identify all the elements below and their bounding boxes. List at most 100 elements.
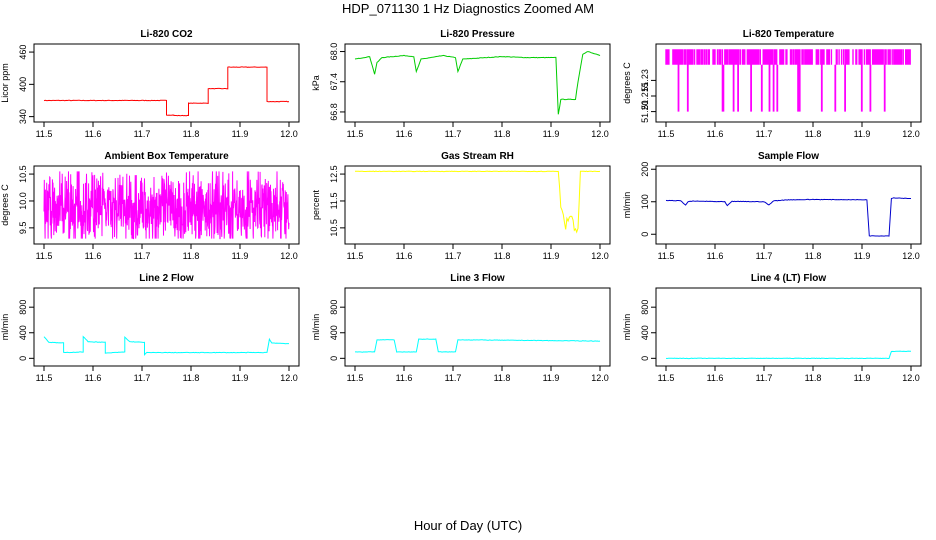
- series-line: [665, 49, 911, 112]
- y-tick-label: 460: [18, 45, 28, 60]
- x-tick-label: 11.9: [854, 129, 871, 139]
- y-tick-label: 100: [640, 194, 650, 209]
- x-tick-label: 11.9: [232, 251, 249, 261]
- chart-panel: Li-820 CO2 Licor ppm 11.5 11.6 11.7 11.8 11.9 1…: [0, 29, 300, 139]
- y-axis-label: degrees C: [622, 62, 632, 104]
- chart-title: Line 2 Flow: [139, 273, 194, 284]
- y-tick-label: 0: [18, 356, 28, 361]
- chart-panel: Gas Stream RH percent 11.5 11.6 11.7 11.8 11.9…: [311, 151, 611, 261]
- chart-title: Ambient Box Temperature: [104, 151, 229, 162]
- y-tick-label: 68.0: [329, 43, 339, 61]
- y-tick-label: 800: [329, 300, 339, 315]
- x-tick-label: 11.6: [707, 129, 724, 139]
- x-tick-label: 11.6: [396, 129, 413, 139]
- series-line: [43, 66, 290, 117]
- x-tick-label: 11.5: [36, 251, 53, 261]
- y-axis-label: ml/min: [622, 314, 632, 341]
- y-tick-label: 400: [329, 325, 339, 340]
- series-line: [43, 171, 290, 240]
- plot-frame: [344, 43, 611, 123]
- x-tick-label: 11.8: [805, 373, 822, 383]
- y-tick-label: 10.0: [18, 192, 28, 210]
- y-axis-label: ml/min: [311, 314, 321, 341]
- plot-frame: [33, 165, 300, 245]
- x-tick-label: 12.0: [591, 251, 609, 261]
- x-tick-label: 11.8: [183, 373, 200, 383]
- y-axis-label: percent: [311, 189, 321, 220]
- x-tick-label: 12.0: [902, 129, 920, 139]
- y-tick-label: 11.5: [329, 193, 339, 210]
- chart-title: Li-820 Pressure: [440, 29, 515, 40]
- x-tick-label: 11.7: [445, 373, 462, 383]
- x-tick-label: 11.8: [805, 251, 822, 261]
- y-axis-label: ml/min: [0, 314, 10, 341]
- y-tick-label: 0: [329, 356, 339, 361]
- x-tick-label: 11.5: [658, 373, 675, 383]
- x-tick-label: 11.5: [36, 373, 53, 383]
- x-tick-label: 11.8: [494, 251, 511, 261]
- y-tick-label: 200: [640, 162, 650, 177]
- x-tick-label: 11.9: [854, 373, 871, 383]
- y-axis-label: ml/min: [622, 192, 632, 219]
- x-tick-label: 11.7: [134, 373, 151, 383]
- x-tick-label: 12.0: [280, 129, 298, 139]
- x-tick-label: 11.8: [183, 129, 200, 139]
- x-tick-label: 11.9: [543, 251, 560, 261]
- y-tick-label: 12.5: [329, 165, 339, 183]
- x-tick-label: 12.0: [280, 251, 298, 261]
- chart-title: Li-820 CO2: [140, 29, 193, 40]
- chart-panel: Li-820 Pressure kPa 11.5 11.6 11.7 11.8 11.9 12…: [311, 29, 611, 139]
- plot-frame: [655, 287, 922, 367]
- y-tick-label: 800: [18, 300, 28, 315]
- chart-panel: Sample Flow ml/min 11.5 11.6 11.7 11.8 11.9 12.…: [622, 151, 922, 261]
- x-tick-label: 11.6: [707, 251, 724, 261]
- series-line: [665, 350, 912, 360]
- plot-frame: [344, 287, 611, 367]
- chart-panel: Ambient Box Temperature degrees C 11.5 11.6…: [0, 151, 300, 261]
- x-tick-label: 11.9: [232, 373, 249, 383]
- y-tick-label: 10.5: [329, 219, 339, 237]
- y-axis-label: Licor ppm: [0, 63, 10, 103]
- x-tick-label: 12.0: [591, 373, 609, 383]
- x-tick-label: 11.6: [85, 129, 102, 139]
- y-tick-label: 51.20: [640, 100, 650, 123]
- chart-panel: Line 2 Flow ml/min 11.5 11.6 11.7 11.8 11.9 12.…: [0, 273, 300, 383]
- y-tick-label: 800: [640, 300, 650, 315]
- chart-panel: Line 4 (LT) Flow ml/min 11.5 11.6 11.7 11.8 11…: [622, 273, 922, 383]
- chart-title: Line 3 Flow: [450, 273, 505, 284]
- series-line: [354, 51, 601, 115]
- series-line: [43, 335, 289, 356]
- x-tick-label: 11.9: [543, 373, 560, 383]
- y-tick-label: 340: [18, 109, 28, 124]
- x-tick-label: 11.6: [85, 251, 102, 261]
- plot-frame: [344, 165, 611, 245]
- x-tick-label: 12.0: [902, 251, 920, 261]
- chart-panel: Line 3 Flow ml/min 11.5 11.6 11.7 11.8 11.9 12.…: [311, 273, 611, 383]
- x-tick-label: 12.0: [902, 373, 920, 383]
- y-tick-label: 400: [640, 325, 650, 340]
- y-tick-label: 51.23: [640, 69, 650, 92]
- x-tick-label: 11.8: [494, 373, 511, 383]
- chart-title: Line 4 (LT) Flow: [751, 273, 827, 284]
- y-tick-label: 51.215: [640, 82, 650, 110]
- x-tick-label: 11.7: [445, 129, 462, 139]
- x-tick-label: 11.6: [707, 373, 724, 383]
- y-axis-label: degrees C: [0, 184, 10, 226]
- x-tick-label: 11.5: [658, 129, 675, 139]
- x-tick-label: 11.6: [85, 373, 102, 383]
- x-tick-label: 11.7: [756, 251, 773, 261]
- y-tick-label: 400: [18, 325, 28, 340]
- page-title: HDP_071130 1 Hz Diagnostics Zoomed AM: [342, 1, 594, 16]
- y-tick-label: 0: [640, 356, 650, 361]
- series-line: [355, 338, 601, 353]
- chart-title: Sample Flow: [758, 151, 819, 162]
- x-tick-label: 11.7: [134, 251, 151, 261]
- series-line: [665, 197, 911, 237]
- x-tick-label: 11.6: [396, 251, 413, 261]
- plot-frame: [33, 43, 300, 123]
- x-tick-label: 11.7: [756, 129, 773, 139]
- x-tick-label: 11.8: [805, 129, 822, 139]
- y-tick-label: 400: [18, 77, 28, 92]
- y-axis-label: kPa: [311, 75, 321, 91]
